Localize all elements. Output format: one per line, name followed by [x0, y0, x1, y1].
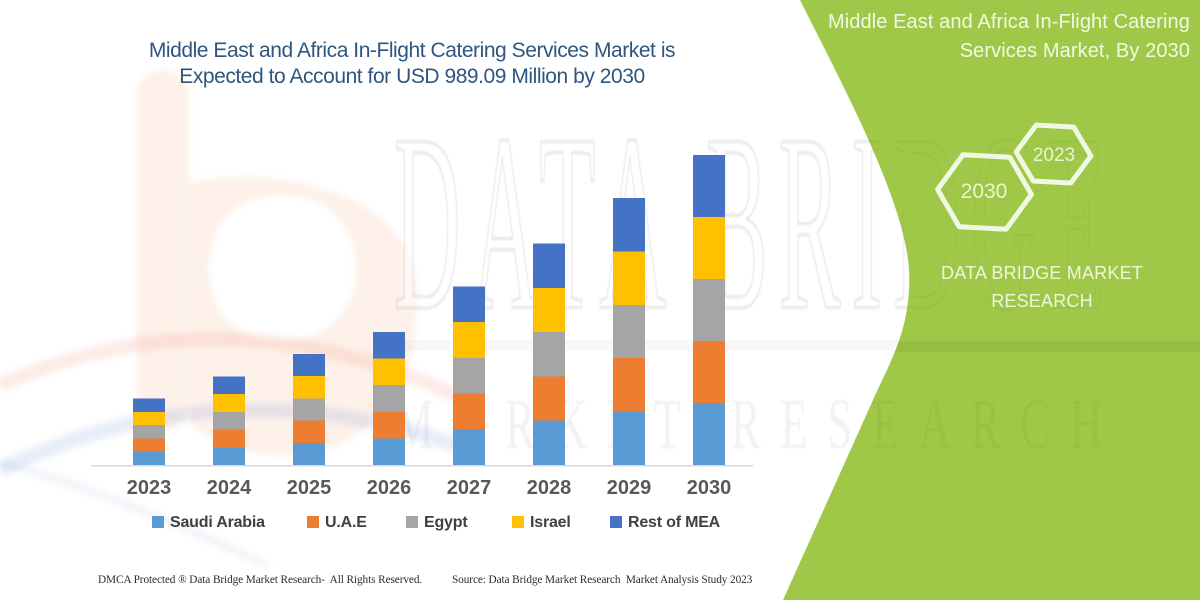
svg-text:2030: 2030: [961, 180, 1008, 203]
svg-text:2023: 2023: [1033, 145, 1075, 166]
